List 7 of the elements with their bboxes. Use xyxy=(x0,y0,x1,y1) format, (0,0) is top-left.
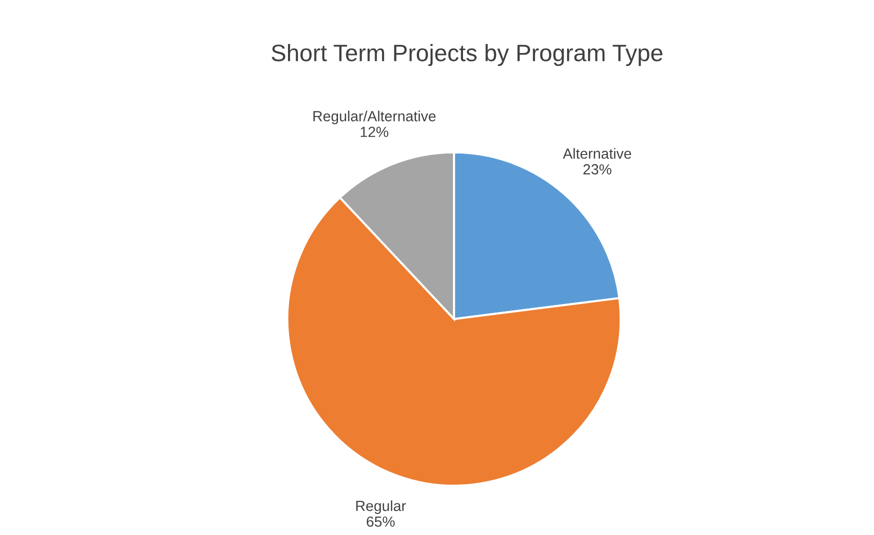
slice-label: Regular/Alternative xyxy=(313,110,436,124)
chart-title: Short Term Projects by Program Type xyxy=(272,44,662,66)
slice-label: Alternative xyxy=(562,148,632,159)
data-label: 12% xyxy=(360,126,388,138)
data-label: 23% xyxy=(583,164,612,174)
data-label: 65% xyxy=(366,516,395,527)
slice-label: Regular xyxy=(356,500,406,514)
